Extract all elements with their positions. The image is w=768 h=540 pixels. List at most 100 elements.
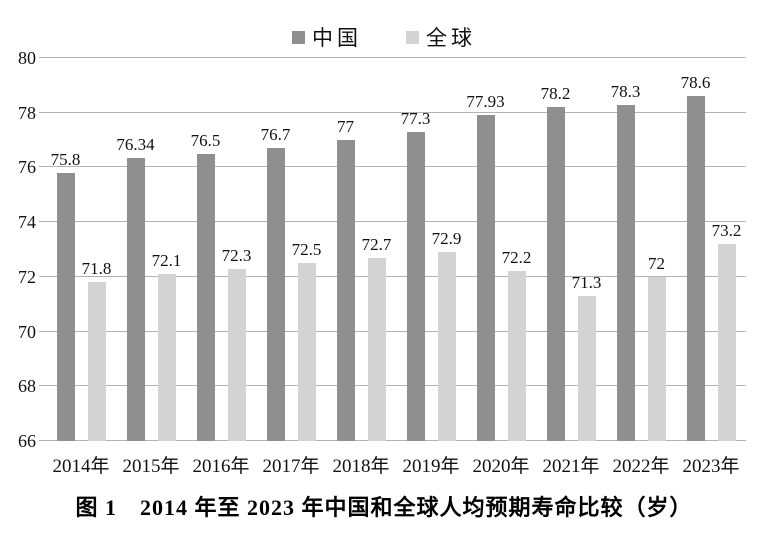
y-tick-label: 74 [18, 212, 36, 233]
gridline [39, 57, 746, 58]
x-axis-label: 2020年 [472, 456, 530, 477]
bar-value-label: 72.2 [501, 248, 532, 268]
bar-value-label: 75.8 [50, 149, 81, 169]
bar-col-global-2019年: 72.9 [432, 58, 461, 441]
y-tick-label: 76 [18, 157, 36, 178]
bar-col-china-2018年: 77 [336, 58, 355, 441]
bar-col-china-2015年: 76.34 [116, 58, 155, 441]
bar-value-label: 72.7 [361, 234, 392, 254]
legend-item-global: 全球 [406, 22, 476, 52]
gridline [39, 385, 746, 387]
bar-value-label: 78.6 [680, 73, 711, 93]
bar-global-2018年 [367, 257, 386, 441]
bar-group-2017年: 76.7 72.5 2017年 [261, 58, 322, 477]
gridline [39, 440, 746, 441]
gridline [39, 330, 746, 332]
bar-china-2022年 [616, 104, 635, 441]
bar-col-global-2023年: 73.2 [712, 58, 741, 441]
bar-value-label: 73.2 [711, 221, 742, 241]
bar-value-label: 76.7 [260, 125, 291, 145]
bar-col-global-2022年: 72 [647, 58, 666, 441]
bar-col-china-2017年: 76.7 [261, 58, 290, 441]
x-axis-label: 2021年 [542, 456, 600, 477]
x-axis-label: 2015年 [122, 456, 180, 477]
bar-group-2022年: 78.3 72 2022年 [611, 58, 670, 477]
legend-item-china: 中国 [292, 22, 362, 52]
bar-value-label: 72.5 [291, 240, 322, 260]
chart-legend: 中国 全球 [0, 22, 768, 52]
bar-col-china-2014年: 75.8 [51, 58, 80, 441]
bar-group-2018年: 77 72.7 2018年 [332, 58, 391, 477]
bar-col-china-2020年: 77.93 [466, 58, 505, 441]
bar-col-china-2022年: 78.3 [611, 58, 640, 441]
bar-group-2016年: 76.5 72.3 2016年 [191, 58, 252, 477]
bar-col-china-2023年: 78.6 [681, 58, 710, 441]
bar-col-global-2015年: 72.1 [152, 58, 181, 441]
x-axis-label: 2019年 [402, 456, 460, 477]
bar-col-china-2016年: 76.5 [191, 58, 220, 441]
x-axis-label: 2022年 [612, 456, 670, 477]
bar-col-china-2021年: 78.2 [541, 58, 570, 441]
y-tick-label: 80 [18, 48, 36, 68]
legend-swatch-global-icon [406, 30, 419, 44]
bar-china-2016年 [196, 153, 215, 441]
bar-global-2020年 [507, 271, 526, 441]
bar-value-label: 77 [337, 117, 354, 137]
figure-caption: 图 1 2014 年至 2023 年中国和全球人均预期寿命比较（岁） [75, 495, 693, 520]
legend-swatch-china-icon [292, 30, 305, 44]
legend-label-china: 中国 [312, 26, 362, 50]
bar-global-2014年 [87, 282, 106, 441]
bar-china-2021年 [546, 107, 565, 441]
bar-china-2014年 [56, 172, 75, 441]
bar-value-label: 72 [648, 253, 665, 273]
bar-value-label: 78.3 [610, 81, 641, 101]
y-tick-label: 78 [18, 102, 36, 123]
legend-label-global: 全球 [426, 26, 476, 50]
bar-china-2019年 [406, 131, 425, 441]
bar-global-2019年 [437, 252, 456, 441]
bar-value-label: 76.5 [190, 130, 221, 150]
bar-value-label: 71.8 [81, 259, 112, 279]
y-tick-label: 72 [18, 266, 36, 287]
bar-col-global-2017年: 72.5 [292, 58, 321, 441]
bar-global-2015年 [157, 274, 176, 441]
gridline [39, 166, 746, 168]
bar-global-2023年 [717, 244, 736, 441]
bar-global-2022年 [647, 276, 666, 441]
bar-group-2019年: 77.3 72.9 2019年 [401, 58, 462, 477]
y-tick-label: 66 [18, 431, 36, 451]
bar-col-global-2016年: 72.3 [222, 58, 251, 441]
x-axis-label: 2018年 [332, 456, 390, 477]
bar-china-2020年 [476, 114, 495, 441]
x-axis-label: 2014年 [52, 456, 110, 477]
gridline [39, 275, 746, 277]
bar-group-2023年: 78.6 73.2 2023年 [681, 58, 742, 477]
y-tick-label: 70 [18, 321, 36, 342]
bar-global-2016年 [227, 268, 246, 441]
bar-value-label: 77.93 [466, 91, 505, 111]
bar-value-label: 77.3 [400, 108, 431, 128]
x-axis-label: 2023年 [682, 456, 740, 477]
y-tick-label: 68 [18, 376, 36, 397]
gridline [39, 111, 746, 113]
bar-col-global-2020年: 72.2 [502, 58, 531, 441]
plot-area: 66 68 70 72 74 76 78 80 75.8 71.8 2014年 76.34 72.1 2… [18, 49, 746, 477]
bar-col-global-2018年: 72.7 [362, 58, 391, 441]
bar-value-label: 76.34 [116, 135, 155, 155]
bar-china-2018年 [336, 140, 355, 441]
bar-china-2023年 [686, 96, 705, 441]
bar-china-2017年 [266, 148, 285, 441]
bar-group-2014年: 75.8 71.8 2014年 [51, 58, 112, 477]
bar-group-2015年: 76.34 72.1 2015年 [116, 58, 181, 477]
bar-group-2021年: 78.2 71.3 2021年 [541, 58, 602, 477]
bar-col-china-2019年: 77.3 [401, 58, 430, 441]
bar-value-label: 72.3 [221, 245, 252, 265]
bar-global-2017年 [297, 263, 316, 441]
x-axis-label: 2017年 [262, 456, 320, 477]
bar-value-label: 72.9 [431, 229, 462, 249]
bar-col-global-2021年: 71.3 [572, 58, 601, 441]
bar-col-global-2014年: 71.8 [82, 58, 111, 441]
x-axis-label: 2016年 [192, 456, 250, 477]
bar-value-label: 78.2 [540, 84, 571, 104]
